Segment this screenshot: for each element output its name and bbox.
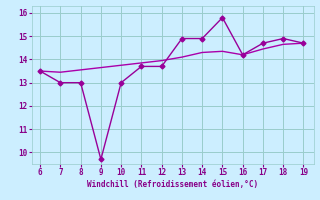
X-axis label: Windchill (Refroidissement éolien,°C): Windchill (Refroidissement éolien,°C)	[87, 180, 258, 189]
